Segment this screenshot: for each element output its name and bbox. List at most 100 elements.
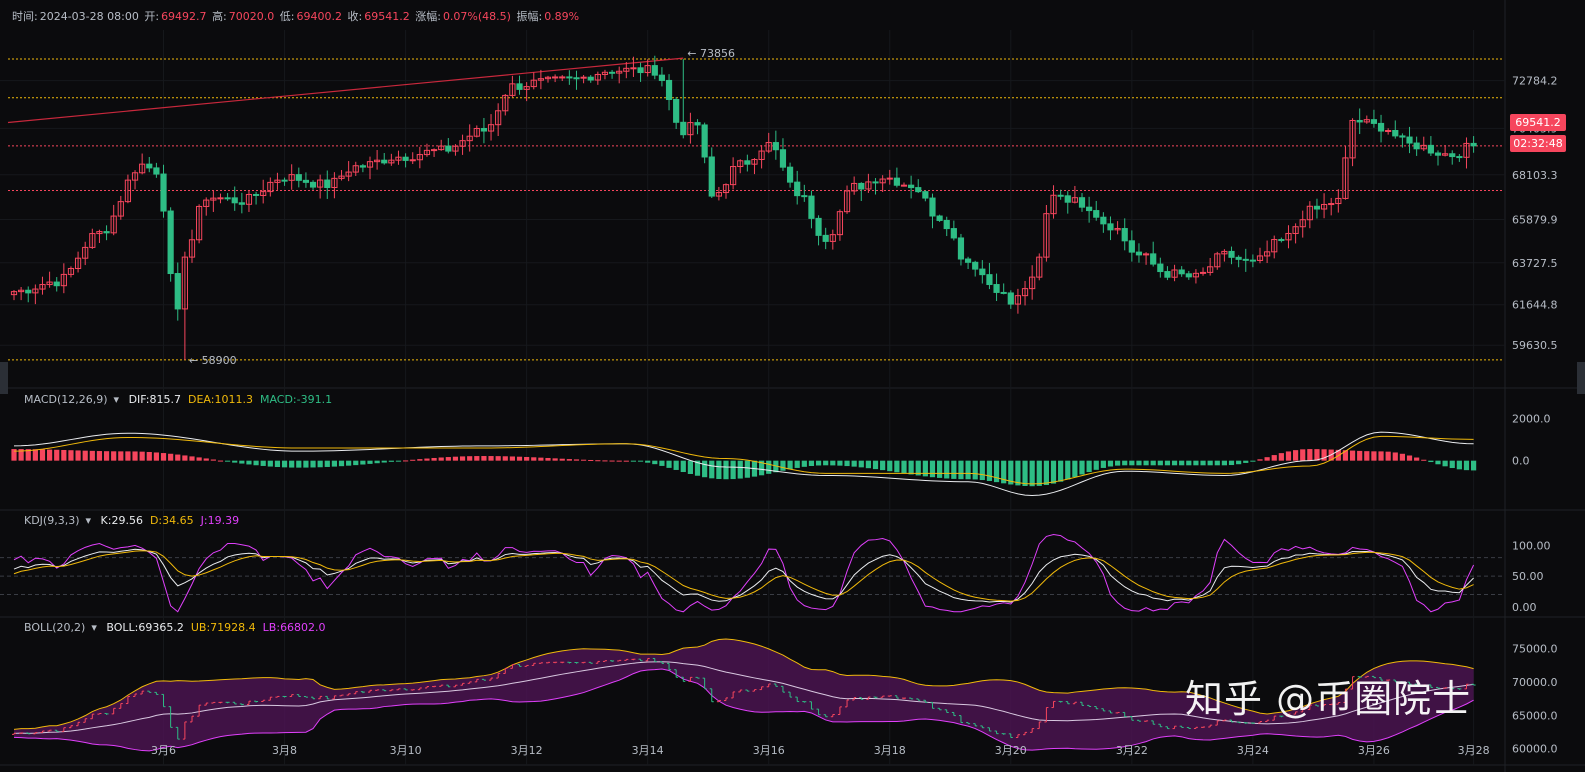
macd-histogram-bar — [894, 460, 900, 473]
macd-histogram-bar — [89, 450, 95, 461]
date-tick-label: 3月14 — [632, 744, 664, 757]
macd-histogram-bar — [267, 460, 273, 467]
candle-body — [1142, 253, 1150, 256]
candle-body — [502, 94, 509, 112]
macd-histogram-bar — [111, 451, 117, 461]
caret-down-icon[interactable]: ▾ — [113, 393, 120, 406]
candle-body — [381, 159, 388, 164]
candle-body — [779, 149, 787, 168]
macd-histogram-bar — [96, 451, 103, 461]
candle-body — [1356, 119, 1363, 123]
macd-histogram-bar — [310, 460, 316, 468]
macd-histogram-bar — [993, 460, 1000, 483]
boll-tick-label: 60000.0 — [1512, 743, 1558, 756]
caret-down-icon[interactable]: ▾ — [91, 621, 97, 634]
candle-body — [950, 228, 957, 239]
macd-histogram-bar — [1122, 460, 1128, 466]
candle-body — [1392, 129, 1399, 137]
scroll-handle[interactable] — [0, 362, 8, 394]
chart-axes: 72784.270405.968103.365879.963727.561644… — [0, 47, 1585, 757]
macd-histogram-bar — [865, 460, 871, 469]
candle-body — [815, 217, 822, 236]
macd-histogram-bar — [132, 451, 138, 461]
macd-histogram-bar — [217, 460, 224, 462]
candle-body — [1249, 259, 1256, 262]
candle-body — [1014, 295, 1022, 305]
macd-histogram-bar — [146, 451, 152, 461]
date-tick-label: 3月20 — [995, 744, 1027, 757]
macd-histogram-bar — [1307, 449, 1313, 461]
macd-histogram-bar — [1243, 460, 1249, 463]
candle-body — [1363, 119, 1370, 123]
caret-down-icon[interactable]: ▾ — [85, 514, 92, 527]
close-value: 69541.2 — [364, 10, 410, 23]
macd-histogram-bar — [474, 456, 480, 461]
candle-body — [1434, 152, 1442, 156]
macd-legend: MACD(12,26,9) ▾ DIF:815.7 DEA:1011.3 MACD… — [24, 393, 332, 406]
boll-tick-label: 75000.0 — [1512, 643, 1558, 656]
macd-histogram-bar — [1314, 449, 1320, 461]
candle-body — [295, 174, 302, 181]
candle-body — [1207, 266, 1214, 273]
low-value: 69400.2 — [296, 10, 343, 23]
macd-histogram-bar — [1143, 460, 1149, 466]
macd-histogram-bar — [766, 460, 772, 474]
boll-lb-label: LB: — [262, 621, 281, 634]
macd-histogram-bar — [1186, 460, 1192, 466]
candle-body — [153, 167, 160, 175]
scroll-handle[interactable] — [1577, 362, 1585, 394]
macd-histogram-bar — [887, 460, 893, 472]
candle-body — [993, 284, 1000, 293]
macd-histogram-bar — [395, 460, 402, 462]
candle-body — [808, 195, 815, 219]
candle-body — [1328, 203, 1335, 206]
candle-body — [487, 124, 495, 132]
macd-histogram-bar — [623, 460, 629, 462]
candle-body — [96, 231, 103, 235]
macd-histogram-bar — [495, 456, 501, 461]
candle-body — [922, 191, 929, 199]
candle-body — [1043, 213, 1050, 258]
macd-histogram-bar — [1471, 460, 1477, 471]
candle-body — [687, 122, 694, 136]
macd-histogram-bar — [1442, 460, 1448, 467]
candle-body — [637, 67, 644, 74]
macd-histogram-bar — [1406, 455, 1413, 461]
candle-body — [829, 234, 836, 242]
macd-histogram-bar — [1399, 453, 1405, 461]
macd-histogram-bar — [844, 460, 850, 467]
macd-histogram-bar — [1008, 460, 1014, 485]
candle-body — [751, 158, 758, 165]
macd-histogram-bar — [232, 460, 238, 463]
kdj-tick-label: 0.00 — [1512, 601, 1537, 614]
macd-histogram-bar — [1392, 452, 1398, 461]
macd-histogram-bar — [538, 457, 544, 461]
candle-body — [1214, 253, 1221, 268]
macd-histogram-bar — [1236, 460, 1242, 465]
candle-body — [964, 258, 972, 263]
macd-histogram-bar — [716, 460, 722, 480]
candle-body — [758, 150, 765, 160]
candle-body — [1278, 239, 1285, 242]
price-candles — [10, 55, 1477, 360]
candle-body — [260, 191, 267, 196]
macd-histogram-bar — [1079, 460, 1085, 475]
macd-histogram-bar — [972, 460, 978, 480]
candle-body — [1399, 135, 1406, 138]
candle-body — [430, 149, 438, 152]
macd-histogram-bar — [1058, 460, 1064, 482]
boll-lb-value: 66802.0 — [280, 621, 326, 634]
macd-histogram-bar — [979, 460, 985, 481]
candle-body — [1313, 205, 1321, 210]
macd-histogram-bar — [1456, 460, 1462, 470]
dif-value: 815.7 — [149, 393, 181, 406]
candle-body — [402, 156, 409, 161]
date-tick-label: 3月12 — [511, 744, 543, 757]
date-tick-label: 3月26 — [1358, 744, 1390, 757]
candle-body — [1107, 223, 1114, 231]
candle-body — [388, 159, 395, 164]
time-value: 2024-03-28 08:00 — [39, 10, 139, 23]
candle-body — [1235, 256, 1242, 260]
candle-body — [1242, 258, 1249, 261]
